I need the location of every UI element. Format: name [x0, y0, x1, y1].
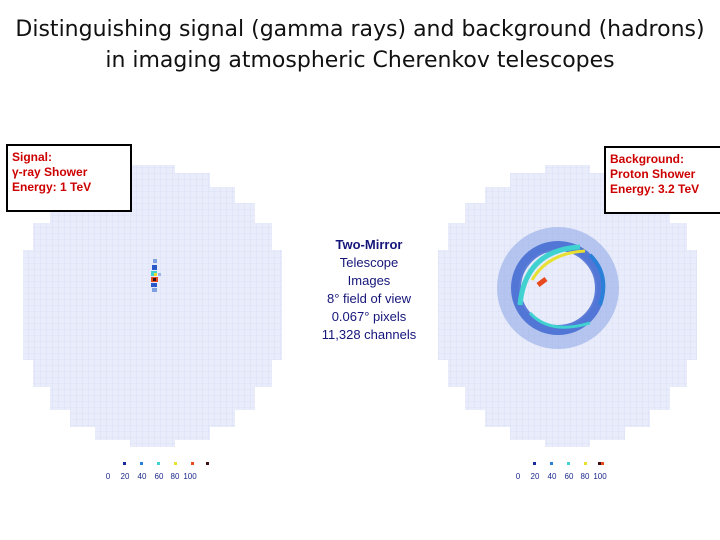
description-line: Telescope	[339, 255, 399, 270]
scale-tick: 40	[547, 472, 557, 481]
description-heading: Two-Mirror	[335, 237, 403, 252]
color-scale-left: 0 20 40 60 80 100	[100, 460, 209, 486]
scale-color-dot	[567, 462, 570, 465]
scale-tick: 20	[530, 472, 540, 481]
color-scale-right: 0 20 40 60 80 100	[510, 460, 610, 486]
scale-tick: 100	[183, 472, 197, 481]
camera-pixel-field	[23, 165, 282, 447]
description-line: 11,328 channels	[321, 327, 417, 342]
background-title: Background:	[610, 152, 685, 166]
scale-color-dot	[123, 462, 126, 465]
gamma-shower-spot	[151, 259, 161, 292]
proton-camera-image	[438, 165, 697, 447]
slide-title: Distinguishing signal (gamma rays) and b…	[0, 14, 720, 76]
scale-tick: 60	[154, 472, 164, 481]
background-label-box: Background: Proton Shower Energy: 3.2 Te…	[604, 146, 720, 214]
description-line: 8° field of view	[327, 291, 411, 306]
signal-energy: Energy: 1 TeV	[12, 180, 92, 194]
scale-color-dot	[191, 462, 194, 465]
scale-tick: 0	[515, 472, 521, 481]
scale-color-dot	[206, 462, 209, 465]
scale-color-dot	[157, 462, 160, 465]
scale-tick: 100	[593, 472, 607, 481]
scale-tick: 60	[564, 472, 574, 481]
scale-color-dot	[533, 462, 536, 465]
background-type: Proton Shower	[610, 167, 696, 181]
title-line-2: in imaging atmospheric Cherenkov telesco…	[105, 48, 615, 73]
signal-label-box: Signal: γ-ray Shower Energy: 1 TeV	[6, 144, 132, 212]
scale-tick: 20	[120, 472, 130, 481]
description-line: 0.067° pixels	[331, 309, 407, 324]
scale-color-dot	[140, 462, 143, 465]
camera-pixel-field	[438, 165, 697, 447]
title-line-1: Distinguishing signal (gamma rays) and b…	[15, 17, 705, 42]
scale-tick: 80	[580, 472, 590, 481]
scale-tick: 80	[170, 472, 180, 481]
telescope-description: Two-Mirror Telescope Images 8° field of …	[300, 236, 438, 344]
scale-tick: 0	[105, 472, 111, 481]
description-line: Images	[347, 273, 391, 288]
signal-title: Signal:	[12, 150, 53, 164]
proton-shower-ring	[497, 227, 619, 349]
scale-color-dot	[174, 462, 177, 465]
scale-color-dot	[584, 462, 587, 465]
scale-color-dot	[601, 462, 604, 465]
background-energy: Energy: 3.2 TeV	[610, 182, 700, 196]
scale-color-dot	[550, 462, 553, 465]
signal-type: γ-ray Shower	[12, 165, 88, 179]
scale-color-dot	[598, 462, 601, 465]
scale-tick: 40	[137, 472, 147, 481]
gamma-camera-image	[23, 165, 282, 447]
